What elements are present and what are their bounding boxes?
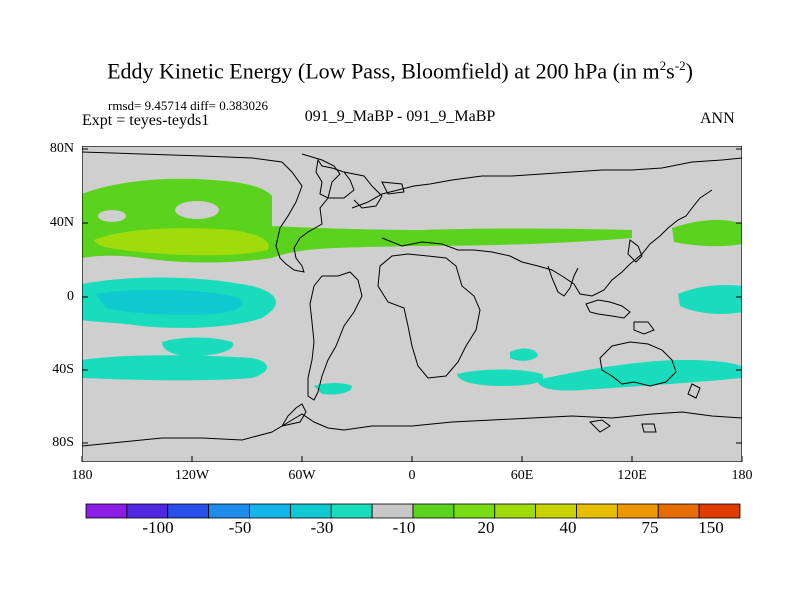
lat-label-80n: 80N xyxy=(49,141,74,156)
lat-label-0: 0 xyxy=(67,289,74,304)
colorbar-label: -50 xyxy=(228,518,252,537)
nh-atlantic-jet-band xyxy=(272,226,632,258)
lat-label-40s: 40S xyxy=(52,362,74,377)
colorbar-swatch xyxy=(249,503,291,519)
colorbar-swatch xyxy=(85,503,128,519)
coastlines xyxy=(82,151,742,447)
nh-pacific-gray-hole-1 xyxy=(175,201,219,219)
north-america-coast xyxy=(82,151,341,273)
japan-coast xyxy=(627,239,643,263)
india-coast xyxy=(547,265,579,297)
plot-title: Eddy Kinetic Energy (Low Pass, Bloomfiel… xyxy=(107,58,693,84)
colorbar-swatch xyxy=(167,503,210,519)
colorbar-swatch xyxy=(535,503,577,519)
colorbar-label: -30 xyxy=(310,518,334,537)
colorbar-label: 40 xyxy=(559,518,577,537)
colorbar-swatch xyxy=(330,503,373,519)
lon-label-60w: 60W xyxy=(288,468,316,483)
southern-ocean-teal-patch-atlantic xyxy=(314,383,352,395)
colorbar-swatch xyxy=(208,503,250,519)
nh-pacific-yellowgreen-core xyxy=(94,228,269,256)
colorbar-swatch xyxy=(616,503,659,519)
colorbar-swatch xyxy=(289,503,332,519)
colorbar-swatch xyxy=(371,503,414,519)
europe-asia-coast xyxy=(351,157,742,209)
tropical-pacific-cyan-core xyxy=(96,289,243,315)
colorbar-swatch xyxy=(412,503,455,519)
lon-label-180w: 180 xyxy=(71,468,93,483)
east-antarctic-islands xyxy=(588,419,657,433)
south-pacific-teal-patch xyxy=(162,337,234,356)
colorbar-label: -100 xyxy=(142,518,174,537)
east-pacific-teal-patch xyxy=(678,284,742,314)
eurasia-south-coast xyxy=(381,189,713,297)
colorbar-swatch xyxy=(126,503,169,519)
stats-text: rmsd= 9.45714 diff= 0.383026 xyxy=(108,98,268,113)
southern-ocean-teal-band-west xyxy=(82,355,267,381)
case-label: 091_9_MaBP - 091_9_MaBP xyxy=(304,108,496,125)
lon-label-120w: 120W xyxy=(174,468,210,483)
lat-label-80s: 80S xyxy=(52,435,74,450)
lon-label-60e: 60E xyxy=(510,468,534,483)
antarctic-peninsula xyxy=(280,403,307,427)
southern-ocean-teal-band-indian xyxy=(457,369,544,386)
nh-pacific-gray-hole-2 xyxy=(98,210,126,222)
colorbar-swatch xyxy=(453,503,496,519)
southeast-asia-islands xyxy=(585,299,655,335)
experiment-label: Expt = teyes-teyds1 xyxy=(82,112,210,129)
arctic-islands xyxy=(343,171,405,209)
africa-coast xyxy=(377,253,481,379)
south-america-coast xyxy=(307,271,363,401)
lon-label-120e: 120E xyxy=(617,468,647,483)
colorbar-label: 150 xyxy=(698,518,724,537)
colorbar-swatch xyxy=(698,503,741,519)
greenland-coast xyxy=(315,158,355,199)
colorbar-swatch xyxy=(657,503,700,519)
colorbar-label: 20 xyxy=(477,518,495,537)
south-africa-teal-patch xyxy=(510,348,538,361)
nh-west-pacific-band xyxy=(672,219,742,247)
lon-label-0: 0 xyxy=(408,468,416,483)
colorbar-swatch xyxy=(494,503,537,519)
map-panel xyxy=(82,146,742,462)
australia-coast xyxy=(599,341,677,387)
lon-label-180e: 180 xyxy=(731,468,753,483)
colorbar-label: 75 xyxy=(641,518,659,537)
colorbar-label: -10 xyxy=(392,518,416,537)
antarctica-coast xyxy=(82,411,742,447)
new-zealand-coast xyxy=(687,383,701,399)
lat-label-40n: 40N xyxy=(49,215,74,230)
southern-ocean-teal-band-east xyxy=(537,360,742,391)
positive-regions xyxy=(82,178,742,263)
period-label: ANN xyxy=(700,110,735,127)
negative-regions xyxy=(82,277,742,395)
colorbar-swatch xyxy=(576,503,618,519)
